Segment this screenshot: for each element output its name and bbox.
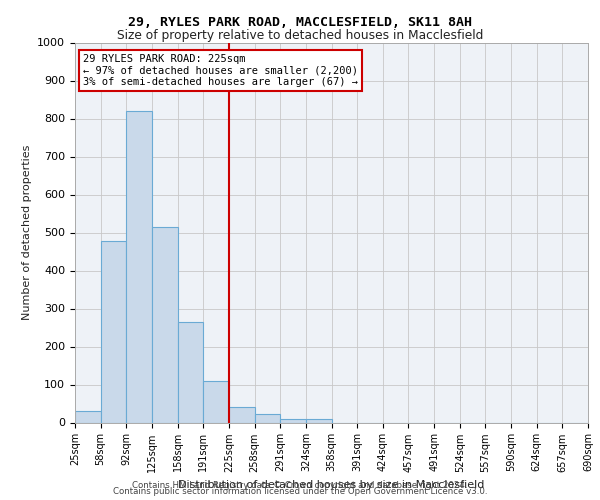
Bar	[306, 418, 331, 422]
Bar	[152, 227, 178, 422]
Bar	[280, 418, 306, 422]
Bar	[203, 380, 229, 422]
Text: Contains HM Land Registry data © Crown copyright and database right 2024.: Contains HM Land Registry data © Crown c…	[132, 480, 468, 490]
Bar	[127, 111, 152, 422]
Text: Contains public sector information licensed under the Open Government Licence v3: Contains public sector information licen…	[113, 488, 487, 496]
Bar	[75, 411, 101, 422]
Bar	[254, 414, 280, 422]
X-axis label: Distribution of detached houses by size in Macclesfield: Distribution of detached houses by size …	[178, 480, 485, 490]
Bar	[229, 408, 254, 422]
Text: Size of property relative to detached houses in Macclesfield: Size of property relative to detached ho…	[117, 28, 483, 42]
Bar	[178, 322, 203, 422]
Bar	[101, 241, 127, 422]
Text: 29, RYLES PARK ROAD, MACCLESFIELD, SK11 8AH: 29, RYLES PARK ROAD, MACCLESFIELD, SK11 …	[128, 16, 472, 29]
Text: 29 RYLES PARK ROAD: 225sqm
← 97% of detached houses are smaller (2,200)
3% of se: 29 RYLES PARK ROAD: 225sqm ← 97% of deta…	[83, 54, 358, 87]
Y-axis label: Number of detached properties: Number of detached properties	[22, 145, 32, 320]
